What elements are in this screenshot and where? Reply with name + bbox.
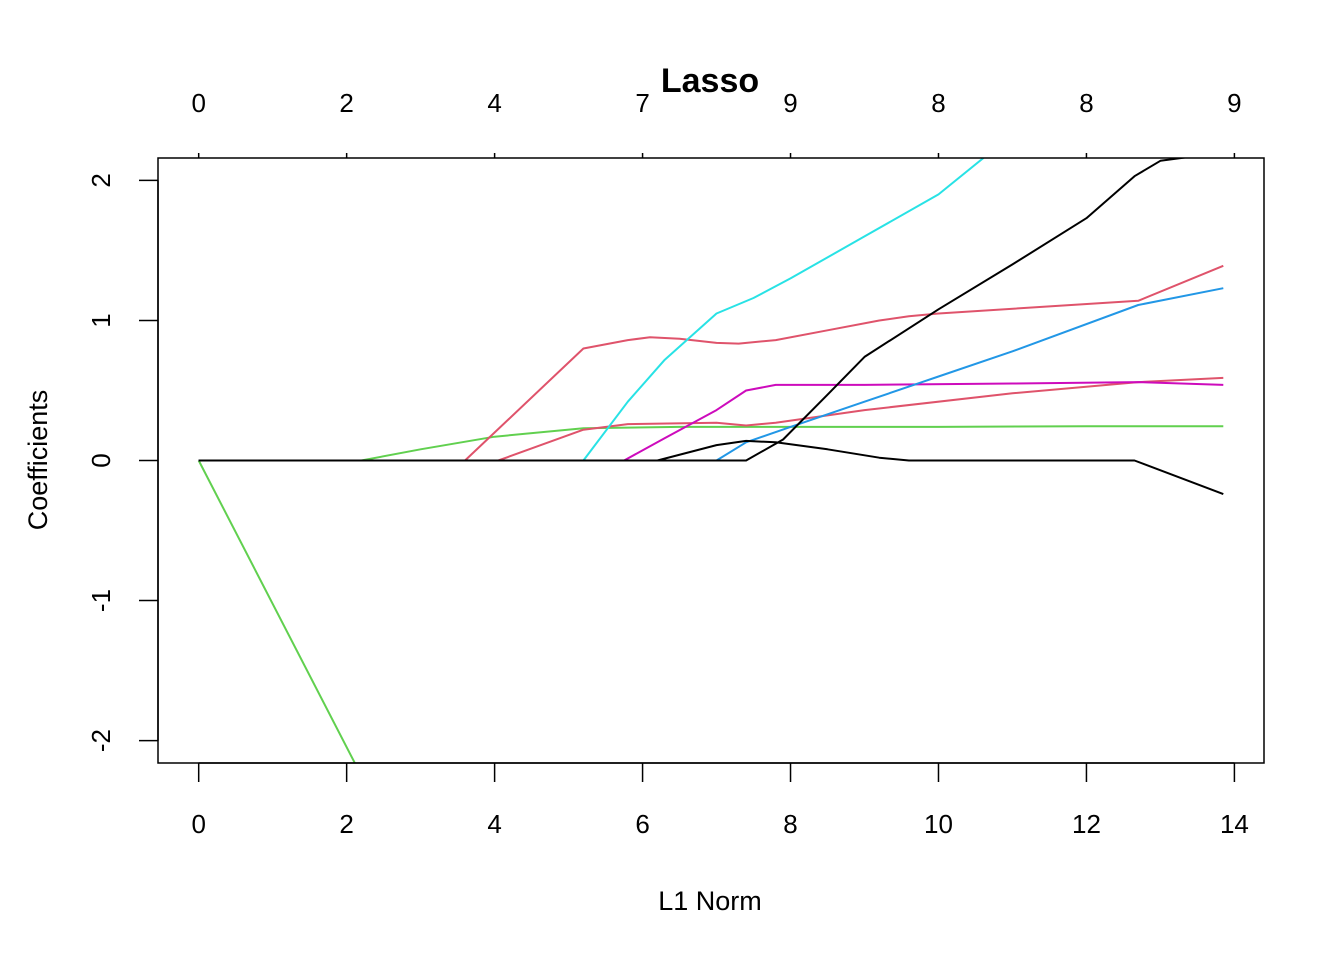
x-tick-label: 2 — [339, 809, 353, 839]
coefficient-path-2 — [198, 425, 1224, 462]
x-tick-label: 6 — [635, 809, 649, 839]
y-tick-label: -1 — [86, 589, 116, 612]
x-tick-label: 4 — [487, 809, 501, 839]
coefficient-path-4 — [198, 376, 1224, 462]
coefficient-path-1 — [197, 460, 356, 763]
x-tick-label: 14 — [1220, 809, 1249, 839]
y-tick-label: 0 — [86, 453, 116, 467]
coefficient-path-5 — [198, 158, 985, 462]
chart-title: Lasso — [661, 62, 759, 100]
y-tick-label: 1 — [86, 313, 116, 327]
top-tick-label: 4 — [487, 88, 501, 118]
x-tick-label: 0 — [191, 809, 205, 839]
y-tick-label: -2 — [86, 729, 116, 752]
top-tick-label: 9 — [1227, 88, 1241, 118]
coefficient-path-7 — [198, 287, 1224, 462]
x-tick-label: 8 — [783, 809, 797, 839]
coefficient-path-6 — [198, 381, 1224, 462]
y-tick-label: 2 — [86, 173, 116, 187]
series-lines — [197, 158, 1224, 763]
x-axis-title: L1 Norm — [658, 886, 762, 916]
top-tick-label: 8 — [1079, 88, 1093, 118]
coefficient-path-8 — [198, 439, 1224, 496]
top-tick-label: 7 — [635, 88, 649, 118]
coefficient-path-9 — [198, 158, 1189, 462]
top-tick-label: 0 — [191, 88, 205, 118]
coefficient-path-3 — [198, 264, 1224, 462]
x-tick-label: 12 — [1072, 809, 1101, 839]
y-axis-title: Coefficients — [23, 390, 53, 531]
top-tick-label: 8 — [931, 88, 945, 118]
plot-frame — [157, 157, 1265, 764]
x-tick-label: 10 — [924, 809, 953, 839]
top-tick-label: 2 — [339, 88, 353, 118]
top-tick-label: 9 — [783, 88, 797, 118]
